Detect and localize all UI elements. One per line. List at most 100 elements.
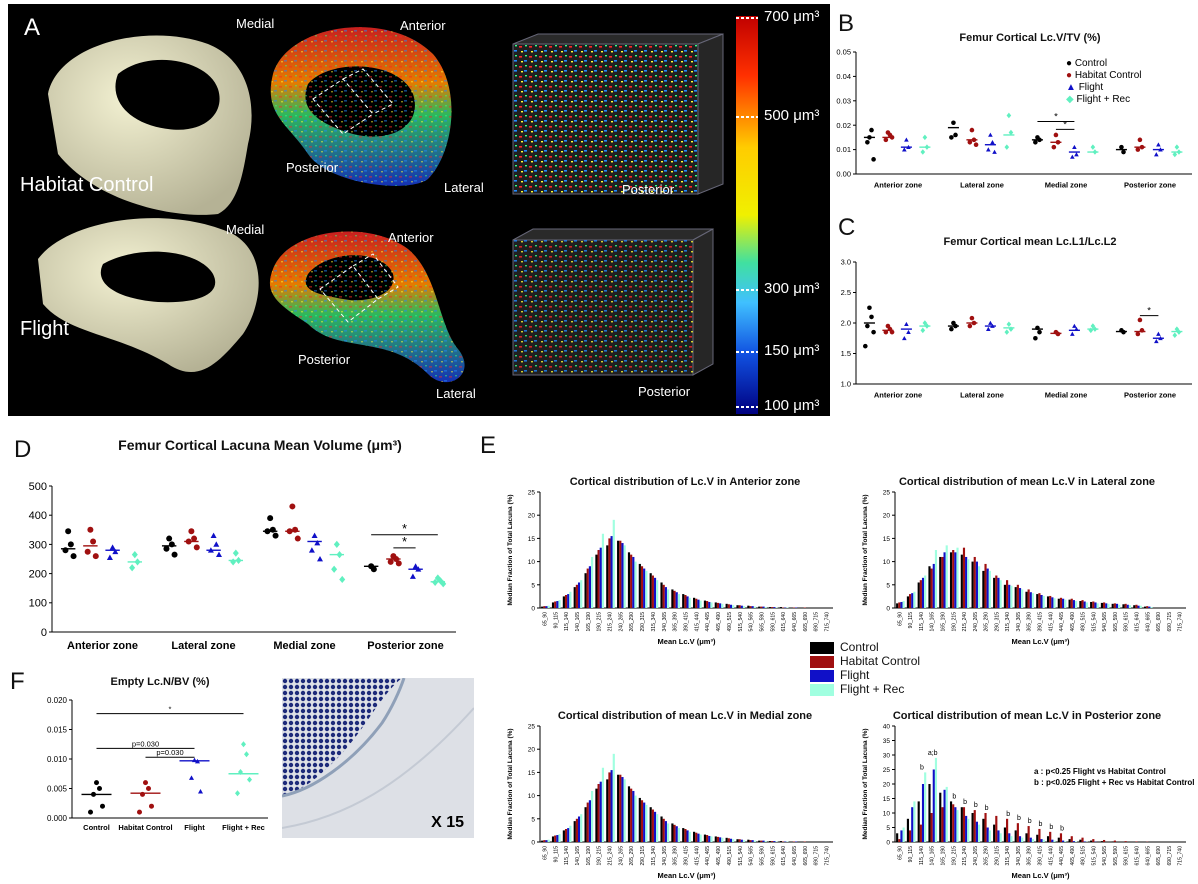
histogram-bar: [928, 784, 930, 842]
x-tick-label: 540_565: [749, 846, 755, 866]
histogram-bar: [700, 835, 702, 842]
y-tick-label: 15: [883, 796, 891, 803]
bar-annotation: b: [1049, 824, 1053, 831]
x-tick-label: 240_265: [973, 612, 979, 632]
histogram-bar: [697, 834, 699, 842]
y-tick-label: 0.015: [47, 726, 68, 735]
data-point: [1037, 330, 1042, 335]
legend-e-habitat: Habitat Control: [810, 654, 920, 668]
y-tick-label: 2.0: [841, 319, 851, 328]
x-tick-label: 290_315: [640, 612, 646, 632]
histogram-bar: [715, 602, 717, 608]
histogram-bar: [1062, 841, 1064, 842]
data-point: [244, 751, 249, 757]
data-point: [970, 128, 975, 133]
label-medial-bottom: Medial: [226, 222, 264, 237]
x-tick-label: 665_690: [1156, 612, 1162, 632]
histogram-bar: [780, 841, 782, 842]
histogram-bar: [697, 600, 699, 608]
histogram-bar: [580, 814, 582, 842]
y-tick-label: 20: [528, 513, 536, 520]
x-tick-label: Posterior zone: [1124, 391, 1176, 400]
data-point: [1089, 328, 1094, 334]
histogram-bar: [1060, 598, 1062, 608]
data-point: [968, 324, 973, 329]
bar-annotation: b: [1039, 821, 1043, 828]
data-point: [1156, 142, 1161, 146]
histogram-bar: [1103, 840, 1105, 842]
y-tick-label: 0.03: [836, 96, 851, 105]
x-tick-label: 490_515: [727, 612, 733, 632]
histogram-bar: [708, 836, 710, 842]
data-point: [1136, 332, 1141, 337]
histogram-bar: [548, 840, 550, 842]
histogram-bar: [1079, 840, 1081, 842]
y-tick-label: 20: [528, 747, 536, 754]
histogram-bar: [922, 784, 924, 842]
histogram-bar: [678, 828, 680, 842]
y-tick-label: 10: [528, 559, 536, 566]
data-point: [189, 775, 194, 780]
histogram-bar: [706, 601, 708, 608]
x-tick-label: 315_340: [651, 612, 657, 632]
histogram-bar: [1006, 819, 1008, 842]
histogram-bar: [676, 826, 678, 842]
y-tick-label: 1.5: [841, 349, 851, 358]
legend-e-control: Control: [810, 640, 920, 654]
data-point: [1005, 329, 1010, 335]
histogram-bar: [684, 595, 686, 608]
histogram-bar: [1000, 580, 1002, 608]
data-point: [904, 322, 909, 326]
histogram-bar: [695, 833, 697, 842]
histogram-bar: [621, 777, 623, 842]
y-tick-label: 0: [886, 606, 890, 613]
label-posterior-top: Posterior: [286, 160, 338, 175]
data-point: [65, 528, 71, 534]
histogram-bar: [987, 828, 989, 843]
note-b: b : p<0.025 Flight + Rec vs Habitat Cont…: [1034, 777, 1194, 788]
x-tick-label: 315_340: [1005, 846, 1011, 866]
histogram-bar: [1038, 829, 1040, 842]
histogram-bar: [1025, 592, 1027, 608]
histogram-bar: [548, 606, 550, 608]
histogram-bar: [641, 800, 643, 842]
data-point: [94, 780, 99, 785]
label-anterior-bottom: Anterior: [388, 230, 434, 245]
x-tick-label: 115_140: [564, 846, 570, 865]
histogram-bar: [972, 813, 974, 842]
label-lateral-bottom: Lateral: [436, 386, 476, 401]
x-tick-label: 340_365: [662, 612, 668, 632]
histogram-bar: [730, 839, 732, 842]
histogram-bar: [984, 813, 986, 842]
data-point: [233, 550, 239, 557]
data-point: [1156, 332, 1161, 336]
histogram-bar: [541, 841, 543, 842]
histogram-bar: [621, 543, 623, 608]
histogram-bar: [721, 604, 723, 608]
data-point: [884, 138, 889, 143]
x-tick-label: 165_190: [586, 612, 592, 632]
histogram-bar: [1041, 839, 1043, 842]
x-tick-label: 565_590: [1113, 612, 1119, 632]
x-tick-label: 415_440: [1048, 612, 1054, 632]
bar-annotation: b: [1006, 811, 1010, 818]
x-tick-label: 115_140: [919, 612, 925, 631]
data-point: [211, 533, 217, 538]
panel-a-image: Medial Anterior Posterior Lateral Poster…: [8, 4, 830, 416]
colorbar-label-100: 100 μm³: [764, 397, 819, 414]
histogram-bar: [913, 801, 915, 842]
x-tick-label: 90_115: [553, 612, 559, 629]
histogram-bar: [1053, 598, 1055, 608]
histogram-bar: [773, 841, 775, 842]
histogram-bar: [1125, 841, 1127, 842]
histogram-bar: [924, 772, 926, 842]
histogram-bar: [732, 605, 734, 608]
histogram-bar: [721, 838, 723, 842]
y-tick-label: 25: [528, 724, 536, 731]
histogram-bar: [1069, 839, 1071, 842]
x-tick-label: 640_665: [1145, 612, 1151, 632]
data-point: [132, 551, 138, 558]
histogram-bar: [1010, 586, 1012, 608]
histogram-bar: [545, 606, 547, 608]
histogram-bar: [654, 812, 656, 842]
